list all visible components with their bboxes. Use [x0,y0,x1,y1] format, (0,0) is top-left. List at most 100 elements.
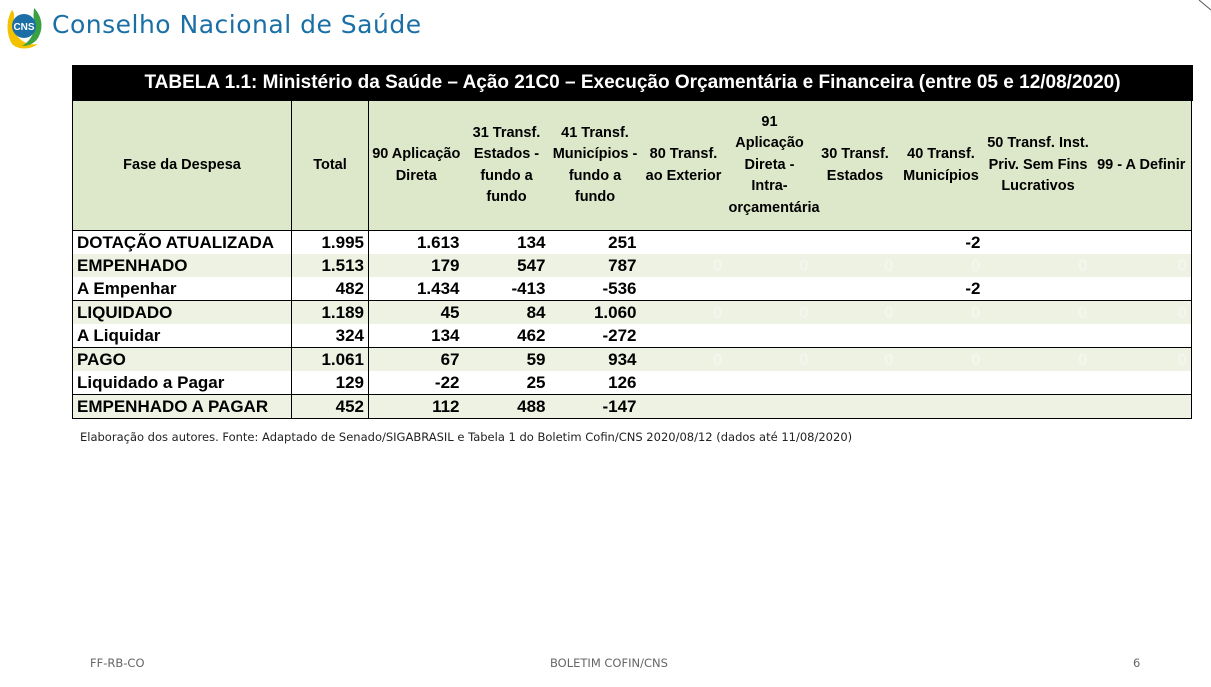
table-cell: 0 [726,347,813,371]
table-cell [813,371,898,395]
corner-decoration [1198,0,1211,11]
table-cell [898,371,985,395]
column-header: 41 Transf. Municípios - fundo a fundo [549,101,641,231]
table-cell: 134 [463,230,550,254]
table-cell: -2 [897,230,985,254]
table-cell: 0 [640,300,727,324]
table-cell [1091,324,1192,348]
column-header: 31 Transf. Estados - fundo a fundo [463,101,550,231]
table-cell [1091,277,1192,301]
budget-grid: Fase da Despesa Total 90 Aplicação Diret… [72,101,1192,419]
table-cell: 59 [463,347,550,371]
page-number: 6 [1133,656,1141,670]
table-cell: 0 [1091,300,1192,324]
table-cell: 787 [549,254,641,277]
table-cell: 1.995 [291,230,369,254]
table-cell [727,371,813,395]
table-cell: 179 [368,254,464,277]
table-cell [812,230,898,254]
table-body: DOTAÇÃO ATUALIZADA 1.995 1.613 134 251 -2 EMPE… [72,230,1192,419]
table-cell [897,394,985,419]
column-header: 99 - A Definir [1091,101,1192,231]
table-cell: 126 [608,373,637,392]
table-cell [1091,394,1192,419]
table-cell [640,394,727,419]
footer-left: FF-RB-CO [90,656,145,670]
row-label: EMPENHADO A PAGAR [72,394,292,419]
source-note: Elaboração dos autores. Fonte: Adaptado … [80,430,853,444]
table-cell [813,324,898,348]
row-label: EMPENHADO [72,254,292,277]
table-cell [641,324,727,348]
row-label: Liquidado a Pagar [72,371,292,395]
table-cell: 45 [368,300,464,324]
table-title: TABELA 1.1: Ministério da Saúde – Ação 2… [72,65,1193,101]
table-cell: -413 [511,279,546,298]
table-cell [726,394,813,419]
table-cell [985,277,1092,301]
page-header: CNS Conselho Nacional de Saúde [0,0,1211,56]
table-cell: 1.060 [549,300,641,324]
table-cell [985,371,1092,395]
footer-center: BOLETIM COFIN/CNS [550,656,668,670]
column-header: 50 Transf. Inst. Priv. Sem Fins Lucrativ… [984,101,1092,231]
table-cell [727,277,813,301]
table-cell: 934 [549,347,641,371]
table-cell: 0 [897,347,985,371]
table-cell: 462 [517,326,546,345]
table-cell: 452 [291,394,369,419]
table-cell: -2 [965,279,981,298]
table-cell: 0 [984,254,1092,277]
table-cell: 0 [1091,254,1192,277]
table-cell: 482 [291,277,369,301]
table-cell: -536 [602,279,637,298]
table-cell: 112 [368,394,464,419]
table-cell [898,324,985,348]
column-header: 30 Transf. Estados [812,101,898,231]
table-cell: 324 [291,324,369,348]
column-header: 90 Aplicação Direta [368,101,464,231]
row-label: A Liquidar [72,324,292,348]
table-row: EMPENHADO A PAGAR 452 112 488 -147 [72,394,1192,419]
row-label: PAGO [72,347,292,371]
table-row: A Liquidar 324 134 462 -272 [72,324,1192,348]
table-cell: 0 [726,254,813,277]
table-cell: 1.434 [416,279,460,298]
table-cell: 0 [726,300,813,324]
table-cell: 1.613 [368,230,464,254]
column-header: Total [291,101,369,231]
row-label: LIQUIDADO [72,300,292,324]
table-row: LIQUIDADO 1.189 45 84 1.060 0 0 0 0 0 0 [72,300,1192,324]
row-label: DOTAÇÃO ATUALIZADA [72,230,292,254]
table-cell [726,230,813,254]
table-row: PAGO 1.061 67 59 934 0 0 0 0 0 0 [72,347,1192,371]
table-row: DOTAÇÃO ATUALIZADA 1.995 1.613 134 251 -2 [72,230,1192,254]
budget-table: TABELA 1.1: Ministério da Saúde – Ação 2… [72,65,1193,419]
table-cell: 0 [640,347,727,371]
table-cell: 25 [526,373,546,392]
table-cell: 0 [812,347,898,371]
table-cell: 67 [368,347,464,371]
table-cell: 0 [984,300,1092,324]
table-cell [985,324,1092,348]
table-cell: 0 [984,347,1092,371]
header-row: Fase da Despesa Total 90 Aplicação Diret… [72,101,1192,231]
table-cell [1091,230,1192,254]
table-row: A Empenhar 482 1.434 -413 -536 -2 [72,277,1192,301]
table-row: EMPENHADO 1.513 179 547 787 0 0 0 0 0 0 [72,254,1192,277]
table-cell: 0 [812,254,898,277]
column-header: 91 Aplicação Direta - Intra-orçamentária [726,101,820,231]
column-header: 40 Transf. Municípios [897,101,985,231]
table-cell: 0 [897,300,985,324]
table-cell [984,394,1092,419]
row-label: A Empenhar [72,277,292,301]
table-cell [813,277,898,301]
table-cell [641,277,727,301]
table-cell: 1.061 [291,347,369,371]
table-cell: -147 [549,394,641,419]
table-cell: -22 [434,373,460,392]
table-cell [812,394,898,419]
table-cell [984,230,1092,254]
table-cell: 134 [431,326,460,345]
table-cell [727,324,813,348]
